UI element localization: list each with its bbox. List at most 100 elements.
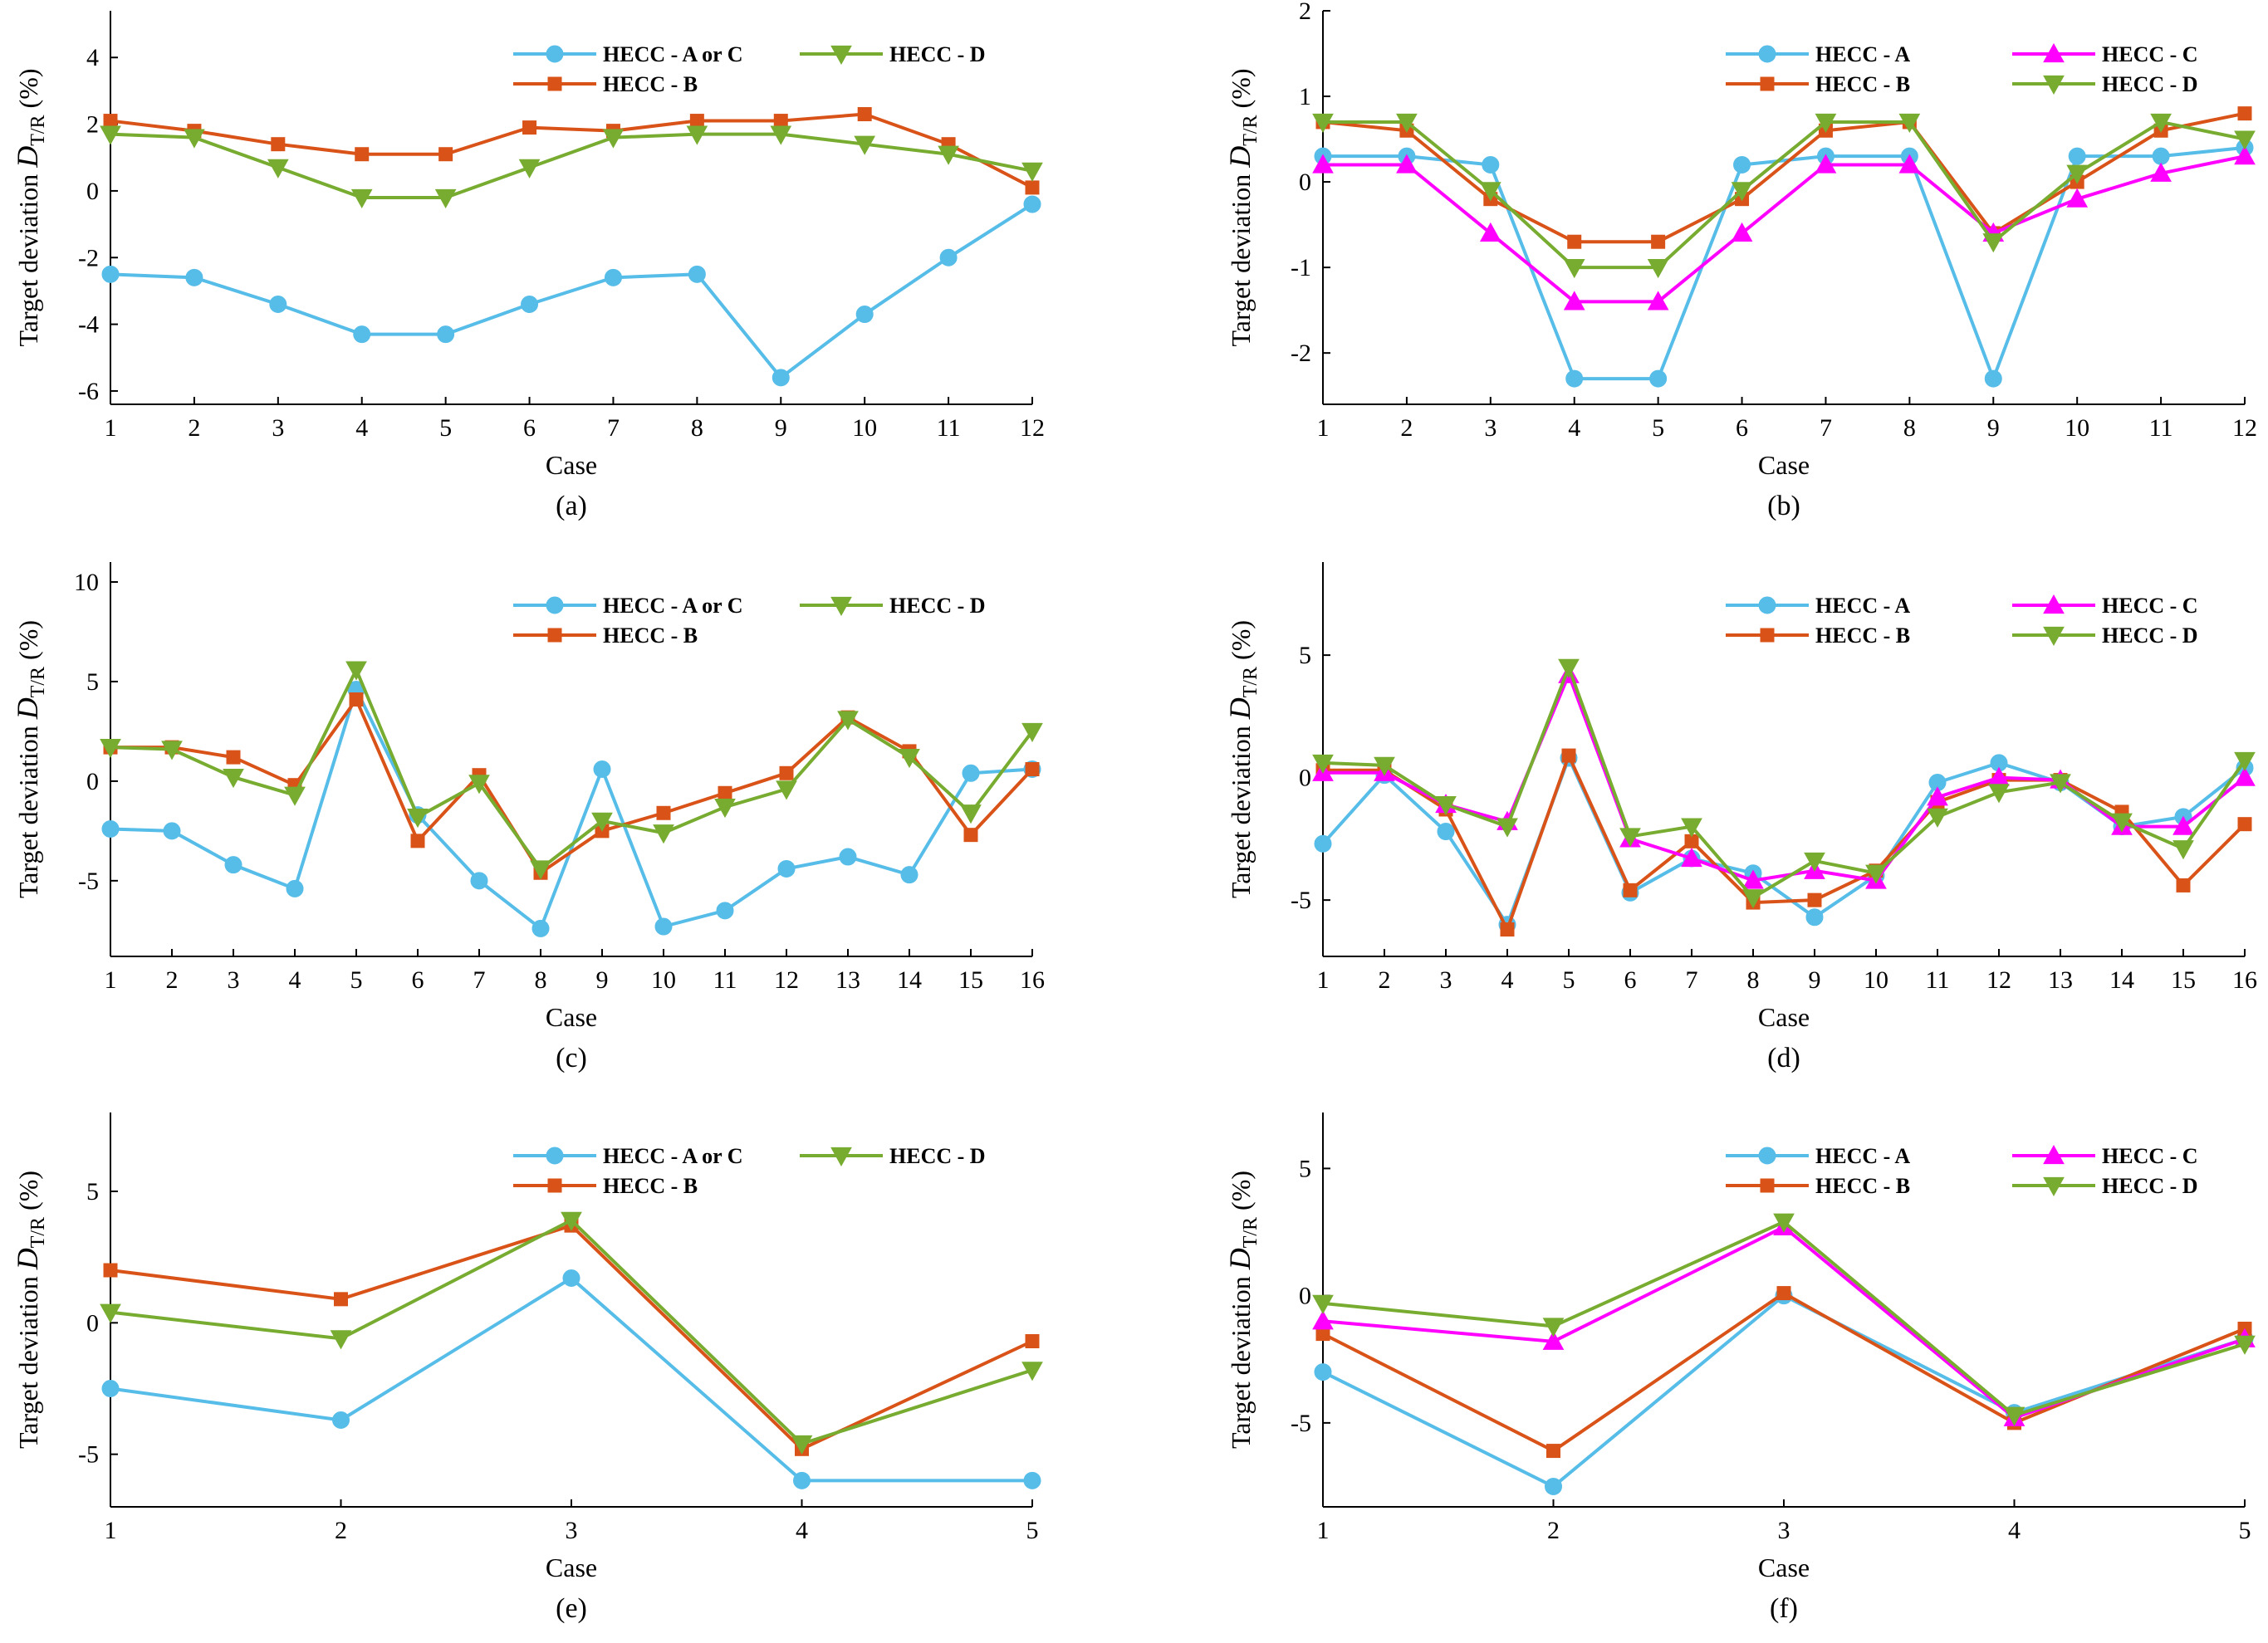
y-tick-label: -5: [78, 868, 99, 895]
y-tick-label: -1: [1291, 254, 1311, 281]
data-point-D: [837, 711, 859, 731]
data-point-A: [286, 879, 304, 897]
data-point-B: [226, 750, 241, 765]
x-tick-label: 14: [897, 966, 922, 994]
legend-marker: [2043, 75, 2065, 95]
legend-marker: [1758, 45, 1776, 63]
data-point-B: [438, 147, 453, 162]
legend-label: HECC - B: [603, 623, 698, 648]
x-tick-label: 12: [1986, 966, 2011, 994]
legend-label: HECC - A or C: [603, 1144, 743, 1168]
data-point-A: [353, 325, 371, 344]
y-tick-label: 0: [86, 178, 99, 205]
data-point-A: [1314, 834, 1332, 853]
data-point-D: [407, 808, 429, 829]
data-point-D: [602, 129, 625, 149]
legend-marker: [546, 45, 564, 63]
legend-marker: [547, 628, 562, 643]
data-point-B: [2237, 106, 2252, 121]
panel-caption: (a): [556, 491, 587, 521]
series-line-A: [1322, 1293, 2246, 1489]
legend-label: HECC - A: [1815, 1144, 1910, 1168]
series-line-D: [1322, 1220, 2246, 1417]
x-tick-label: 11: [1926, 966, 1950, 994]
data-point-B: [2176, 878, 2191, 892]
x-tick-label: 5: [1563, 966, 1575, 994]
data-point-D: [100, 125, 121, 145]
data-point-D: [1681, 818, 1702, 838]
data-point-C: [1742, 869, 1764, 889]
data-point-B: [1025, 761, 1040, 776]
data-point-B: [1807, 892, 1822, 907]
data-point-D: [345, 661, 367, 681]
data-point-D: [1496, 818, 1518, 838]
data-point-B: [963, 828, 978, 843]
x-tick-label: 8: [535, 966, 547, 994]
legend-label: HECC - C: [2102, 1144, 2198, 1168]
x-tick-label: 5: [2239, 1517, 2251, 1544]
data-point-D: [591, 812, 613, 832]
legend-marker: [830, 1147, 852, 1167]
data-point-D: [1435, 795, 1457, 816]
data-point-D: [1927, 808, 1948, 828]
data-point-B: [271, 137, 286, 152]
y-axis-label: Target deviation DT/R (%): [1223, 1171, 1261, 1449]
data-point-C: [1312, 154, 1334, 174]
y-tick-label: 5: [1299, 642, 1311, 669]
x-tick-label: 9: [1987, 414, 2000, 442]
data-point-C: [1927, 786, 1948, 806]
data-point-D: [267, 159, 289, 178]
y-tick-label: -2: [1291, 340, 1311, 367]
data-point-A: [531, 919, 550, 937]
x-tick-label: 4: [1568, 414, 1580, 442]
legend-marker: [1760, 76, 1775, 91]
x-tick-label: 3: [1440, 966, 1452, 994]
data-point-A: [224, 856, 242, 874]
x-tick-label: 15: [2171, 966, 2196, 994]
data-point-B: [1776, 1286, 1791, 1301]
legend-label: HECC - B: [1815, 1174, 1910, 1198]
series-line-C: [1322, 1225, 2246, 1420]
x-tick-label: 11: [2149, 414, 2173, 442]
data-point-D: [1982, 233, 2005, 253]
x-tick-label: 5: [1652, 414, 1664, 442]
data-point-B: [857, 107, 872, 122]
x-tick-label: 9: [596, 966, 609, 994]
x-tick-label: 8: [1903, 414, 1916, 442]
data-point-A: [1314, 1363, 1332, 1381]
x-tick-label: 1: [1317, 414, 1330, 442]
x-tick-label: 5: [350, 966, 363, 994]
data-point-C: [1898, 154, 1921, 174]
x-tick-label: 7: [1820, 414, 1832, 442]
legend-marker: [1758, 1147, 1776, 1165]
data-point-D: [714, 798, 736, 819]
data-point-D: [791, 1435, 813, 1455]
legend-marker: [830, 596, 852, 617]
y-tick-label: 0: [1299, 1283, 1311, 1310]
chart-panel-c: 1 2 3 4 5 6 7 8 9 10 11 12 13 14 15 16-50510Case(c)Targ…: [11, 562, 1045, 1073]
x-tick-label: 2: [335, 1517, 347, 1544]
x-tick-label: 4: [2008, 1517, 2021, 1544]
y-axis-label: Target deviation DT/R (%): [11, 68, 49, 346]
data-point-D: [1815, 113, 1837, 133]
x-tick-label: 5: [1026, 1517, 1039, 1544]
data-point-A: [269, 295, 287, 313]
data-point-D: [518, 159, 541, 178]
data-point-B: [779, 765, 794, 780]
y-axis-label: Target deviation DT/R (%): [11, 620, 49, 898]
data-point-B: [1546, 1444, 1560, 1459]
data-point-A: [1733, 155, 1751, 174]
series-line-B: [110, 696, 1034, 876]
series-line-D: [110, 132, 1033, 199]
x-tick-label: 11: [937, 414, 961, 442]
x-tick-label: 4: [1501, 966, 1514, 994]
x-tick-label: 8: [1747, 966, 1760, 994]
legend-marker: [547, 76, 562, 91]
data-point-D: [2066, 164, 2089, 184]
data-point-D: [100, 739, 121, 759]
data-point-B: [522, 120, 537, 135]
series-line-A: [110, 685, 1033, 932]
data-point-D: [1731, 182, 1753, 202]
x-tick-label: 7: [1686, 966, 1698, 994]
y-tick-label: 2: [86, 111, 99, 139]
